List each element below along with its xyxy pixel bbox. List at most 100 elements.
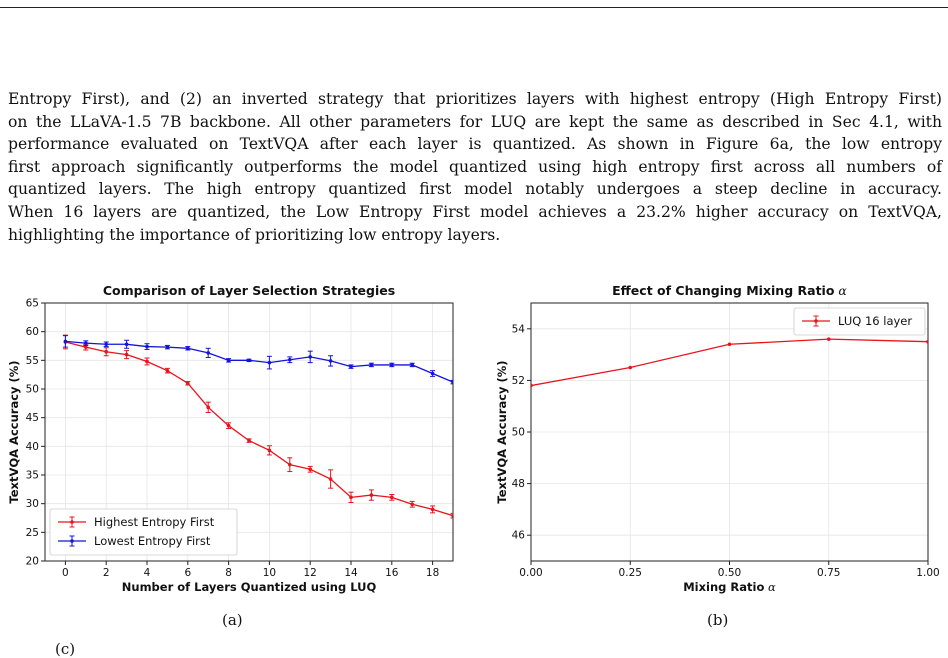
data-point <box>451 380 453 384</box>
data-point <box>430 507 435 512</box>
paragraph-line: performance evaluated on TextVQA after e… <box>8 135 942 154</box>
paragraph-line: quantized layers. The high entropy quant… <box>8 180 942 199</box>
legend-label: LUQ 16 layer <box>838 314 912 328</box>
data-point <box>267 360 272 365</box>
data-point <box>104 349 108 354</box>
data-point <box>206 351 210 355</box>
data-point <box>308 467 313 472</box>
paragraph-line: on the LLaVA-1.5 7B backbone. All other … <box>8 112 942 131</box>
data-point <box>390 495 394 500</box>
data-point <box>369 363 374 367</box>
data-point <box>628 365 633 370</box>
data-point <box>369 493 374 497</box>
y-tick-label: 52 <box>512 375 525 387</box>
y-tick-label: 45 <box>26 412 39 424</box>
data-point <box>328 477 333 481</box>
data-point <box>186 346 190 351</box>
data-point <box>247 358 251 363</box>
data-point <box>410 363 415 367</box>
x-tick-label: 2 <box>103 567 110 579</box>
x-axis-label: Mixing Ratio α <box>683 580 776 594</box>
data-point <box>63 339 68 344</box>
y-tick-label: 60 <box>26 326 39 338</box>
data-point <box>84 345 88 349</box>
data-point <box>451 513 453 518</box>
x-tick-label: 8 <box>225 567 232 579</box>
plot-area <box>531 337 928 388</box>
x-tick-label: 0.25 <box>619 567 642 579</box>
y-tick-label: 48 <box>512 478 525 490</box>
data-point <box>727 342 732 347</box>
y-tick-label: 30 <box>26 498 39 510</box>
y-tick-label: 50 <box>26 384 39 396</box>
legend-marker <box>70 520 74 524</box>
data-point <box>430 371 435 376</box>
data-point <box>926 339 928 344</box>
data-point <box>826 337 831 341</box>
top-rule <box>0 7 948 8</box>
legend-label: Highest Entropy First <box>94 515 215 529</box>
data-point <box>145 344 149 349</box>
data-point <box>226 423 231 428</box>
y-tick-label: 54 <box>512 323 526 335</box>
x-tick-label: 0.75 <box>817 567 840 579</box>
legend-marker <box>70 539 74 543</box>
data-point <box>165 345 170 349</box>
data-point <box>247 438 251 443</box>
y-tick-label: 50 <box>512 427 525 439</box>
x-tick-label: 0.50 <box>718 567 741 579</box>
chart-layer-selection: 0 2 4 6 8 10 12 14 16 18 20 25 30 35 40 45 50 55 60 65 Compa… <box>7 283 454 594</box>
paragraph-line: When 16 layers are quantized, the Low En… <box>8 202 942 221</box>
data-point <box>165 368 170 373</box>
data-point <box>410 502 415 507</box>
y-tick-label: 65 <box>26 298 39 310</box>
series-line <box>65 340 453 383</box>
y-axis-label: TextVQA Accuracy (%) <box>7 360 21 503</box>
data-point <box>145 359 149 364</box>
x-tick-label: 4 <box>144 567 151 579</box>
y-tick-label: 20 <box>26 556 39 568</box>
title-symbol: α <box>834 283 847 298</box>
x-tick-label: 1.00 <box>916 567 939 579</box>
chart-title: Comparison of Layer Selection Strategies <box>103 283 395 298</box>
data-point <box>288 462 292 467</box>
x-tick-label: 18 <box>426 567 439 579</box>
x-tick-label: 6 <box>184 567 191 579</box>
caption-a: (a) <box>222 611 243 629</box>
data-point <box>328 359 333 363</box>
x-label-symbol: α <box>764 580 776 594</box>
plot-area <box>62 334 453 519</box>
data-point <box>349 495 353 500</box>
y-tick-label: 46 <box>512 530 526 542</box>
y-axis-label: TextVQA Accuracy (%) <box>495 360 509 503</box>
data-point <box>84 341 88 345</box>
caption-fragment: (c) <box>55 640 76 658</box>
x-tick-label: 14 <box>344 567 358 579</box>
y-tick-label: 35 <box>26 470 39 482</box>
legend-marker <box>814 319 818 323</box>
x-axis-label: Number of Layers Quantized using LUQ <box>122 580 377 594</box>
x-tick-label: 10 <box>263 567 276 579</box>
data-point <box>531 383 533 388</box>
y-tick-label: 25 <box>26 527 39 539</box>
x-tick-label: 0 <box>62 567 69 579</box>
data-point <box>186 381 190 386</box>
paragraph-line: highlighting the importance of prioritiz… <box>8 225 501 244</box>
legend-box <box>793 307 926 336</box>
chart-title: Effect of Changing Mixing Ratio α <box>612 283 847 298</box>
data-point <box>349 364 353 369</box>
y-tick-label: 55 <box>26 355 39 367</box>
data-point <box>288 357 292 362</box>
chart-mixing-ratio: 0.00 0.25 0.50 0.75 1.00 46 48 50 52 54 Effect of … <box>495 283 940 594</box>
x-tick-label: 16 <box>385 567 399 579</box>
data-point <box>267 448 272 453</box>
series-line <box>65 341 453 517</box>
x-tick-label: 12 <box>304 567 317 579</box>
data-point <box>124 342 129 347</box>
paragraph-line: Entropy First), and (2) an inverted stra… <box>8 90 942 108</box>
legend-label: Lowest Entropy First <box>94 534 211 548</box>
data-point <box>226 358 231 363</box>
legend-box <box>49 508 238 556</box>
data-point <box>124 352 129 357</box>
body-paragraph: Entropy First), and (2) an inverted stra… <box>8 88 942 246</box>
